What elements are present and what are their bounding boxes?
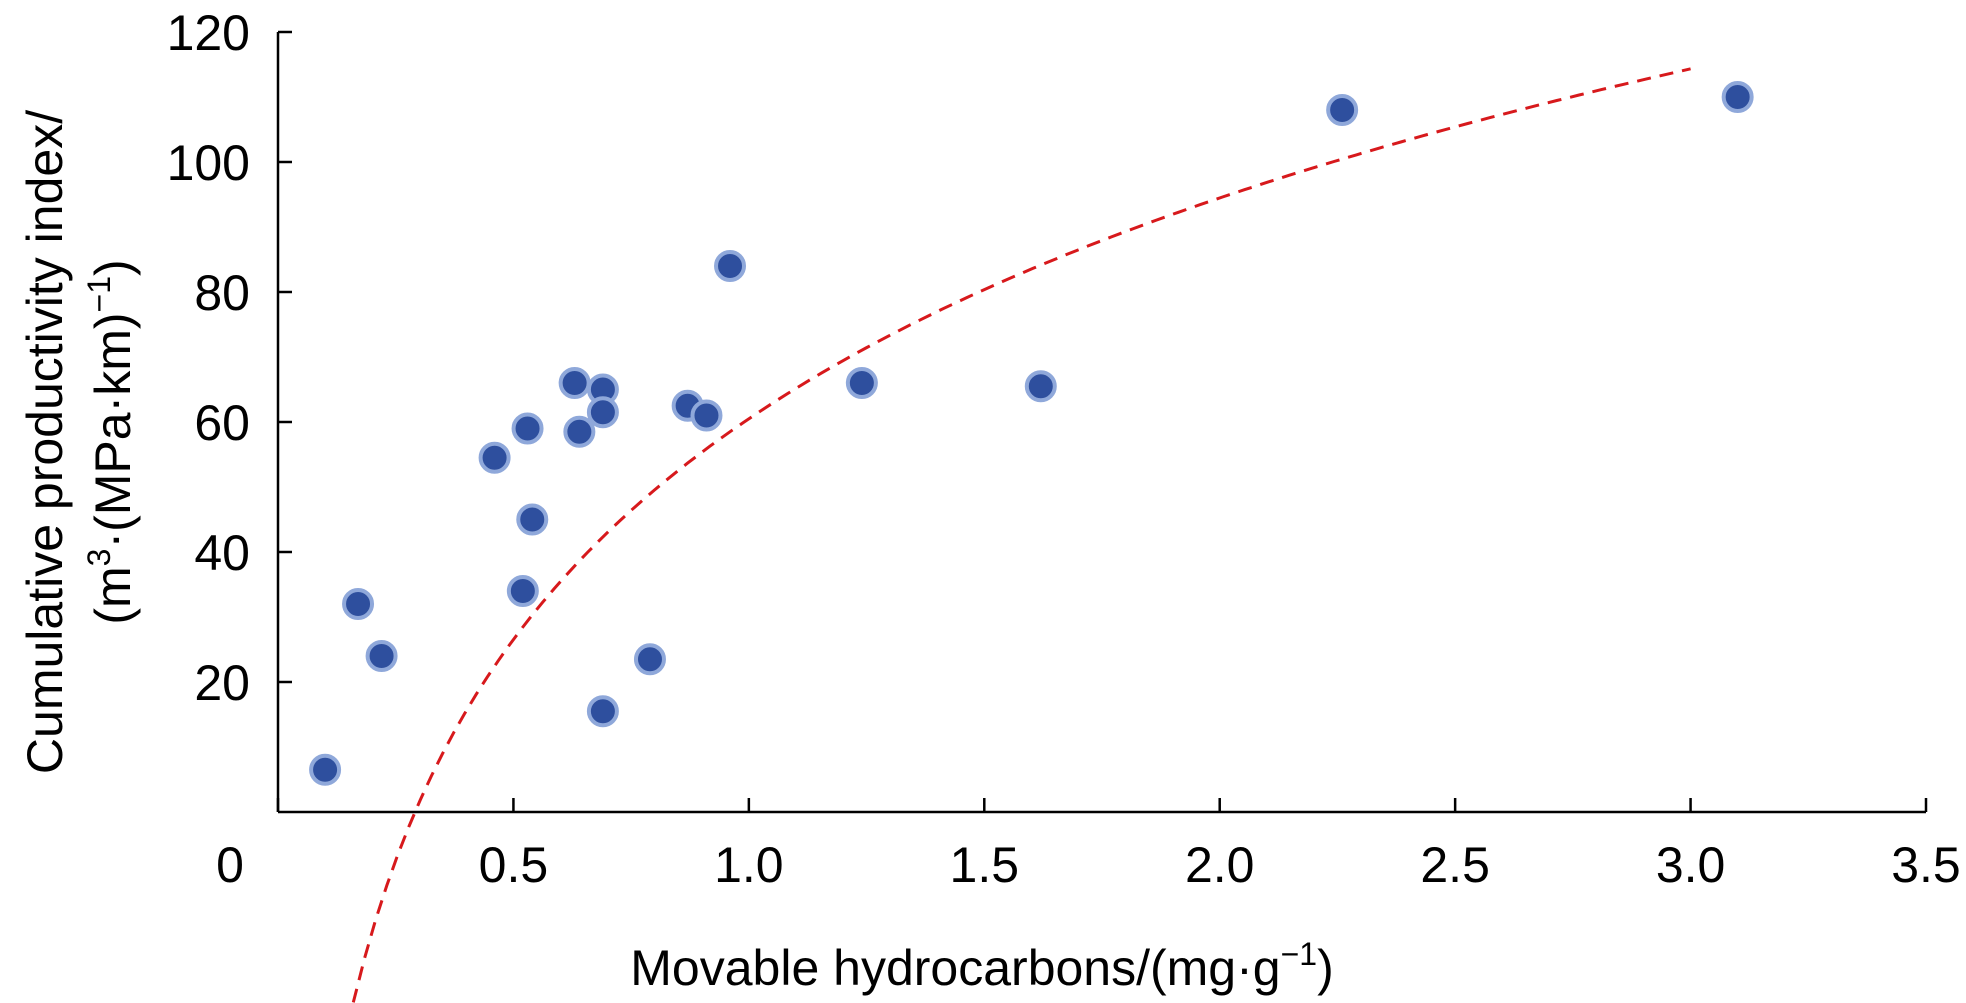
y-tick-label: 100 [167, 135, 250, 191]
data-point [714, 250, 747, 282]
data-point [1326, 94, 1359, 126]
data-point [586, 396, 619, 429]
x-ticks: 0 0.5 1.0 1.5 2.0 2.5 3.0 3.5 [216, 798, 1961, 893]
data-point [845, 367, 878, 399]
x-tick-label: 1.0 [714, 837, 784, 893]
data-point [690, 399, 723, 432]
data-point [511, 412, 544, 445]
x-tick-label: 2.0 [1185, 837, 1255, 893]
y-axis-title: Cumulative productivity index/ (m3·(MPa·… [17, 110, 141, 774]
data-point [506, 575, 539, 607]
data-point [1024, 370, 1057, 403]
data-point [586, 695, 619, 728]
x-tick-label: 2.5 [1420, 837, 1490, 893]
y-tick-label: 80 [194, 265, 250, 321]
y-axis-title-line1: Cumulative productivity index/ [17, 110, 73, 774]
y-tick-label: 40 [194, 525, 250, 581]
y-tick-label: 120 [167, 5, 250, 61]
data-point [342, 588, 375, 620]
data-point [478, 441, 511, 474]
data-point [1721, 81, 1754, 113]
y-axis-title-line2: (m3·(MPa·km)−1) [81, 259, 141, 624]
data-point [558, 367, 591, 399]
x-tick-label: 3.5 [1891, 837, 1961, 893]
data-point [309, 753, 342, 786]
x-axis-title: Movable hydrocarbons/(mg·g−1) [630, 936, 1333, 996]
x-tick-label: 3.0 [1656, 837, 1726, 893]
data-point [516, 503, 549, 536]
x-tick-label: 0.5 [479, 837, 549, 893]
x-tick-label: 0 [216, 837, 244, 893]
data-point [563, 415, 596, 448]
data-points [309, 81, 1754, 786]
y-tick-label: 60 [194, 395, 250, 451]
fit-curve [351, 67, 1691, 1003]
data-point [633, 643, 666, 676]
data-point [365, 640, 398, 672]
y-tick-label: 20 [194, 655, 250, 711]
y-ticks: 20 40 60 80 100 120 [167, 5, 292, 711]
x-tick-label: 1.5 [950, 837, 1020, 893]
